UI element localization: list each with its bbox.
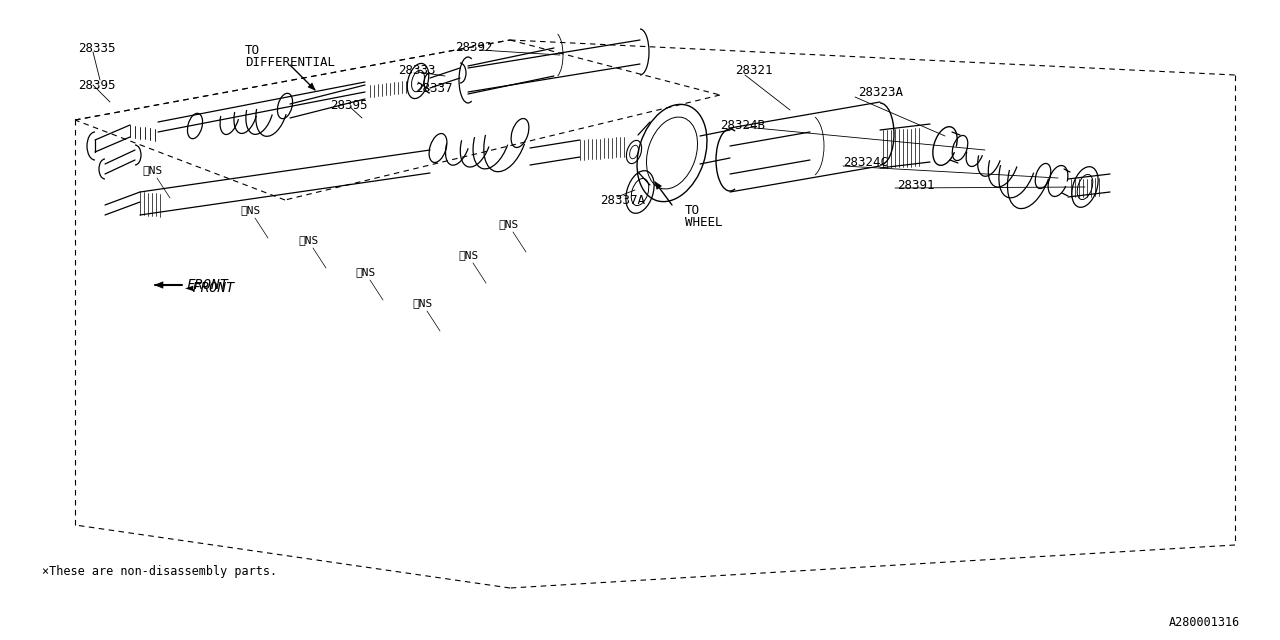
Text: 28337: 28337 xyxy=(415,81,453,95)
Text: DIFFERENTIAL: DIFFERENTIAL xyxy=(244,56,335,68)
Text: 28392: 28392 xyxy=(454,40,493,54)
Text: ※NS: ※NS xyxy=(239,205,260,215)
Text: 28323A: 28323A xyxy=(858,86,902,99)
Text: 28335: 28335 xyxy=(78,42,115,54)
Text: 28324B: 28324B xyxy=(721,118,765,131)
Text: ◄FRONT: ◄FRONT xyxy=(186,281,236,295)
Text: ※NS: ※NS xyxy=(498,219,518,229)
Text: TO: TO xyxy=(685,204,700,216)
Text: ※NS: ※NS xyxy=(298,235,319,245)
Text: FRONT: FRONT xyxy=(186,278,228,292)
Text: ※NS: ※NS xyxy=(142,165,163,175)
Text: 28321: 28321 xyxy=(735,63,773,77)
Polygon shape xyxy=(308,83,315,90)
Text: 28391: 28391 xyxy=(897,179,934,191)
Text: 28395: 28395 xyxy=(78,79,115,92)
Text: ※NS: ※NS xyxy=(458,250,479,260)
Text: ※NS: ※NS xyxy=(355,267,375,277)
Polygon shape xyxy=(155,282,163,288)
Text: TO: TO xyxy=(244,44,260,56)
Text: ※NS: ※NS xyxy=(412,298,433,308)
Polygon shape xyxy=(655,182,662,189)
Text: 28395: 28395 xyxy=(330,99,367,111)
Text: ×These are non-disassembly parts.: ×These are non-disassembly parts. xyxy=(42,566,278,579)
Text: 28324C: 28324C xyxy=(844,156,888,168)
Text: A280001316: A280001316 xyxy=(1169,616,1240,628)
Text: 28337A: 28337A xyxy=(600,193,645,207)
Text: 28333: 28333 xyxy=(398,63,435,77)
Text: WHEEL: WHEEL xyxy=(685,216,722,228)
